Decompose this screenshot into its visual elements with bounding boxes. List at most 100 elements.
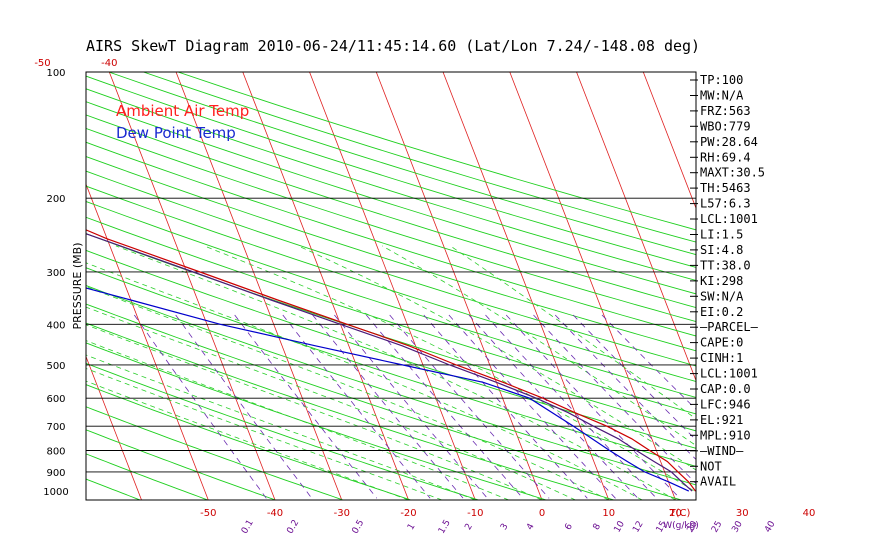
dry-adiabat-line: [143, 72, 696, 243]
dry-adiabat-line: [86, 170, 696, 367]
bottom-temp-tick-label: 30: [736, 508, 749, 519]
moist-adiabat-line: [86, 380, 409, 500]
mixing-ratio-tick-label: 1.5: [437, 518, 453, 535]
dry-adiabat-line: [86, 362, 479, 500]
mixing-ratio-tick-label: 1: [406, 522, 418, 532]
isotherm-line: [86, 183, 209, 500]
index-label: FRZ:563: [700, 104, 751, 118]
dry-adiabat-line: [86, 101, 696, 295]
bottom-temp-tick-label: 0: [539, 508, 545, 519]
isotherm-line: [0, 72, 8, 500]
dry-adiabat-line: [86, 185, 696, 382]
top-temp-tick-label: -50: [34, 58, 50, 69]
dry-adiabat-line: [86, 384, 412, 500]
dew-point-temp-line: [86, 287, 690, 492]
mixing-ratio-line: [448, 314, 616, 499]
pressure-tick-label: 700: [46, 422, 65, 433]
plot-frame: [85, 71, 697, 501]
dry-adiabat-line: [86, 88, 696, 281]
parcel-line: [86, 233, 693, 492]
pressure-tick-label: 900: [46, 468, 65, 479]
index-label: AVAIL: [700, 475, 736, 489]
index-label: MW:N/A: [700, 89, 744, 103]
index-label: WBO:779: [700, 119, 751, 133]
mixing-ratio-tick-label: 10: [613, 519, 628, 534]
index-label: CAP:0.0: [700, 382, 751, 396]
moist-adiabat-line: [450, 245, 696, 420]
y-axis-label: PRESSURE (MB): [71, 243, 84, 330]
index-label: SI:4.8: [700, 243, 743, 257]
pressure-tick-label: 400: [46, 320, 65, 331]
index-label: LCL:1001: [700, 367, 758, 381]
dry-adiabat-line: [0, 72, 73, 500]
axis-ticks: 1002003004005006007008009001000-120-110-…: [34, 58, 815, 536]
index-label: NOT: [700, 459, 722, 473]
isotherm-line: [86, 355, 142, 500]
isotherm-line: [509, 72, 676, 500]
moist-adiabat-line: [298, 245, 696, 471]
index-label: CINH:1: [700, 351, 743, 365]
mixing-ratio-line: [505, 314, 681, 499]
dry-adiabat-line: [86, 216, 696, 415]
top-temp-tick-label: -40: [101, 58, 117, 69]
moist-adiabat-line: [203, 245, 696, 493]
index-label: EL:921: [700, 413, 743, 427]
dry-adiabat-line: [108, 72, 696, 256]
dry-adiabat-line: [86, 429, 276, 500]
dry-adiabat-line: [86, 141, 696, 337]
index-label: SW:N/A: [700, 289, 744, 303]
mixing-ratio-tick-label: 2: [463, 522, 475, 532]
index-label: –PARCEL–: [700, 320, 759, 334]
moist-adiabat-line: [86, 354, 476, 500]
dry-adiabat-line: [86, 127, 696, 323]
mixing-ratio-line: [334, 314, 488, 499]
dry-adiabat-line: [86, 75, 696, 268]
legend-dew-point-temp: Dew Point Temp: [116, 124, 236, 142]
pressure-tick-label: 300: [46, 268, 65, 279]
ambient-air-temp-line: [86, 229, 696, 492]
mixing-ratio-line: [312, 314, 464, 499]
mixing-ratio-tick-label: 0.5: [351, 518, 367, 535]
mixing-ratio-tick-label: 30: [730, 519, 745, 534]
dry-adiabat-line: [86, 285, 696, 486]
isotherm-line: [642, 72, 696, 210]
dry-adiabat-line: [86, 267, 696, 467]
index-label: LI:1.5: [700, 228, 743, 242]
isotherm-line: [777, 72, 870, 500]
bottom-temp-tick-label: -20: [400, 508, 416, 519]
mixing-ratio-tick-label: 0.2: [285, 518, 301, 535]
dry-adiabat-line: [86, 322, 615, 500]
dry-adiabat-line: [86, 249, 696, 449]
dry-adiabat-line: [86, 114, 696, 309]
mixing-ratio-line: [234, 314, 378, 499]
bottom-temp-tick-label: 10: [602, 508, 615, 519]
index-label: –WIND–: [700, 444, 744, 458]
bottom-temp-tick-label: -50: [200, 508, 216, 519]
mixing-ratio-tick-label: 6: [563, 522, 575, 532]
moist-adiabat-line: [86, 340, 509, 500]
isotherm-line: [309, 72, 476, 500]
moist-adiabat-line: [115, 245, 676, 500]
moist-adiabat-line: [86, 286, 609, 500]
isotherm-line: [242, 72, 409, 500]
pressure-tick-label: 200: [46, 194, 65, 205]
index-label: EI:0.2: [700, 305, 743, 319]
isotherm-line: [375, 72, 543, 500]
index-label: TH:5463: [700, 181, 751, 195]
index-label: KI:298: [700, 274, 743, 288]
moist-adiabat-line: [86, 306, 576, 500]
index-label: PW:28.64: [700, 135, 758, 149]
index-label: LCL:1001: [700, 212, 758, 226]
mixing-ratio-tick-label: 3: [499, 522, 511, 532]
dry-adiabat-line: [86, 303, 682, 500]
mixing-ratio-line: [389, 314, 550, 499]
mixing-ratio-line: [485, 314, 657, 499]
mixing-ratio-tick-label: 40: [763, 519, 778, 534]
dry-adiabat-line: [86, 201, 696, 398]
mixing-ratio-tick-label: 4: [525, 522, 537, 532]
mixing-ratio-line: [554, 314, 696, 461]
index-label: MAXT:30.5: [700, 166, 765, 180]
sounding-traces: [86, 229, 696, 492]
index-label: L57:6.3: [700, 197, 751, 211]
